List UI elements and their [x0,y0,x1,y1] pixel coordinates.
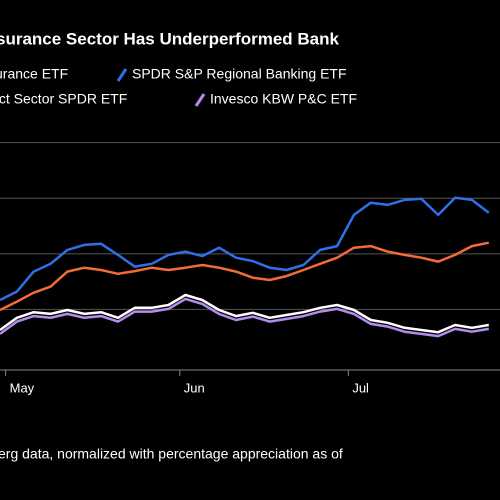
series-line [0,241,490,312]
legend-label: surance ETF [0,66,68,82]
legend-label: Invesco KBW P&C ETF [210,91,357,107]
chart-title: surance Sector Has Underperformed Bank [0,29,339,48]
series-line [0,297,490,338]
legend-label: SPDR S&P Regional Banking ETF [132,66,347,82]
series-line [0,196,490,302]
x-tick-label: Jun [184,380,205,395]
x-tick-label: May [10,380,35,395]
legend-swatch [194,93,206,107]
legend-label: lect Sector SPDR ETF [0,91,127,107]
footnote: erg data, normalized with percentage app… [0,446,343,462]
x-tick-label: Jul [352,380,369,395]
series-line [0,293,490,334]
legend-swatch [116,68,128,82]
